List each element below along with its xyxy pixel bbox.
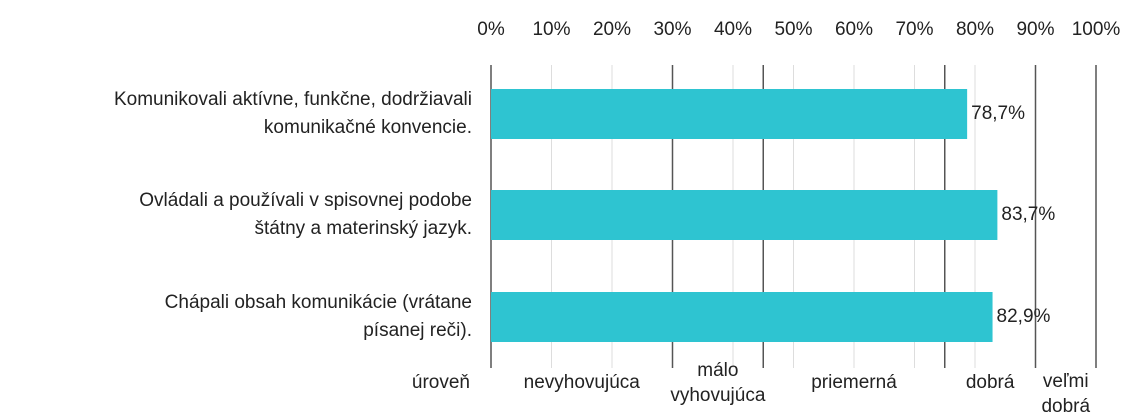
x-tick-label: 20%	[593, 19, 631, 40]
category-label: komunikačné konvencie.	[264, 117, 472, 138]
bar	[491, 292, 993, 342]
x-tick-label: 70%	[895, 19, 933, 40]
value-label: 83,7%	[1001, 204, 1055, 225]
value-label: 82,9%	[997, 306, 1051, 327]
x-tick-label: 40%	[714, 19, 752, 40]
band-label: nevyhovujúca	[524, 372, 641, 393]
band-title: úroveň	[412, 372, 470, 393]
band-label: priemerná	[811, 372, 897, 393]
x-tick-label: 30%	[653, 19, 691, 40]
x-tick-label: 100%	[1072, 19, 1121, 40]
category-label: Chápali obsah komunikácie (vrátane	[165, 292, 472, 313]
band-label: vyhovujúca	[670, 385, 765, 406]
bar	[491, 89, 968, 139]
value-label: 78,7%	[971, 103, 1025, 124]
x-tick-label: 80%	[956, 19, 994, 40]
bar	[491, 190, 998, 240]
band-label: dobrá	[966, 372, 1015, 393]
band-label: dobrá	[1041, 396, 1090, 417]
category-label: štátny a materinský jazyk.	[254, 218, 472, 239]
x-tick-label: 10%	[532, 19, 570, 40]
band-label: veľmi	[1043, 371, 1089, 392]
band-label: málo	[697, 360, 738, 381]
x-tick-label: 90%	[1016, 19, 1054, 40]
category-label: Ovládali a používali v spisovnej podobe	[139, 190, 472, 211]
x-tick-label: 50%	[774, 19, 812, 40]
x-tick-label: 0%	[477, 19, 505, 40]
x-tick-label: 60%	[835, 19, 873, 40]
category-label: písanej reči).	[363, 320, 472, 341]
category-label: Komunikovali aktívne, funkčne, dodržiava…	[114, 89, 472, 110]
